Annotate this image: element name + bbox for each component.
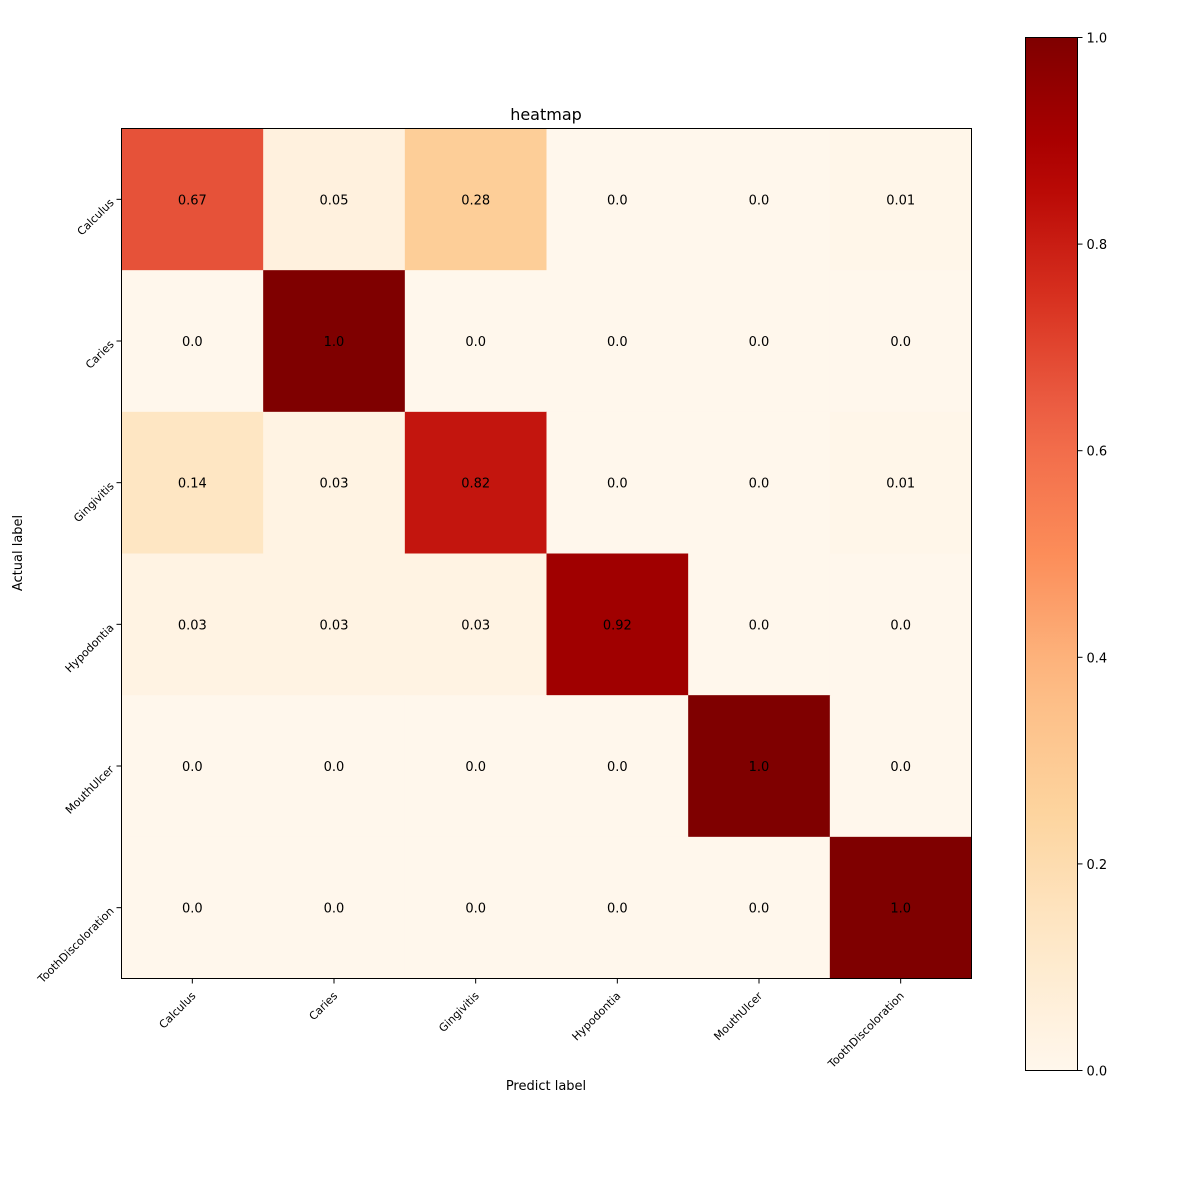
heatmap-cell [121, 128, 264, 271]
heatmap-cell [546, 553, 689, 696]
colorbar-tick-label: 0.0 [1087, 1065, 1108, 1080]
cell-value-label: 0.03 [461, 618, 490, 633]
cell-value-label: 1.0 [749, 760, 770, 775]
cell-value-label: 0.0 [749, 902, 770, 917]
cell-value-label: 0.0 [182, 335, 203, 350]
heatmap-cell [404, 411, 547, 554]
colorbar-tick-label: 0.2 [1087, 858, 1108, 873]
heatmap-cell [404, 695, 547, 838]
heatmap-cell [546, 411, 689, 554]
cell-value-label: 0.0 [890, 760, 911, 775]
colorbar-tick-label: 0.4 [1087, 651, 1108, 666]
cell-value-label: 0.14 [178, 477, 207, 492]
heatmap-cell [546, 270, 689, 413]
cell-value-label: 0.0 [182, 902, 203, 917]
cell-value-label: 0.92 [603, 618, 632, 633]
heatmap-cell [404, 836, 547, 979]
colorbar [1025, 37, 1078, 1071]
cell-value-label: 0.0 [182, 760, 203, 775]
cell-value-label: 0.28 [461, 193, 490, 208]
heatmap-cell [688, 695, 831, 838]
x-axis-label: Predict label [506, 1079, 586, 1094]
cell-value-label: 0.0 [749, 335, 770, 350]
colorbar-tick-label: 0.6 [1087, 445, 1108, 460]
heatmap-cell [688, 836, 831, 979]
cell-value-labels: 0.67 0.05 0.28 0.0 0.0 0.01 0.0 1.0 0.0 0.0 0.0 0.0… [178, 193, 915, 916]
colorbar-tick-label: 1.0 [1087, 32, 1108, 47]
cell-value-label: 0.0 [465, 335, 486, 350]
heatmap-cell [121, 695, 264, 838]
cell-value-label: 0.0 [890, 335, 911, 350]
heatmap-cell [404, 270, 547, 413]
heatmap-cell [263, 411, 406, 554]
heatmap-cell [688, 411, 831, 554]
cell-value-label: 0.0 [890, 618, 911, 633]
y-axis-label: Actual label [11, 515, 26, 591]
cell-value-label: 0.0 [749, 477, 770, 492]
heatmap-cell [688, 553, 831, 696]
heatmap-cell [121, 836, 264, 979]
cell-value-label: 0.0 [324, 902, 345, 917]
heatmap-cell [829, 411, 972, 554]
cell-value-label: 0.03 [178, 618, 207, 633]
heatmap-cell [121, 270, 264, 413]
cell-value-label: 0.0 [607, 902, 628, 917]
cell-value-label: 0.03 [320, 477, 349, 492]
heatmap-cell [263, 553, 406, 696]
heatmap-cell [263, 128, 406, 271]
heatmap-cell [121, 553, 264, 696]
heatmap-cell [829, 128, 972, 271]
heatmap-cells [121, 128, 972, 979]
heatmap-cell [263, 270, 406, 413]
cell-value-label: 0.0 [607, 335, 628, 350]
cell-value-label: 0.0 [749, 193, 770, 208]
heatmap-cell [263, 695, 406, 838]
heatmap-cell [404, 553, 547, 696]
heatmap-cell [546, 836, 689, 979]
cell-value-label: 0.82 [461, 477, 490, 492]
cell-value-label: 1.0 [324, 335, 345, 350]
heatmap-cell [263, 836, 406, 979]
cell-value-label: 0.0 [607, 760, 628, 775]
cell-value-label: 0.0 [749, 618, 770, 633]
cell-value-label: 0.01 [886, 193, 915, 208]
heatmap-cell [546, 128, 689, 271]
heatmap-cell [688, 128, 831, 271]
chart-title: heatmap [510, 105, 582, 124]
heatmap-cell [829, 270, 972, 413]
heatmap-cell [404, 128, 547, 271]
colorbar-ticks: 0.0 0.2 0.4 0.6 0.8 1.0 [1077, 32, 1108, 1080]
cell-value-label: 0.0 [607, 477, 628, 492]
cell-value-label: 0.0 [324, 760, 345, 775]
cell-value-label: 0.05 [320, 193, 349, 208]
cell-value-label: 0.0 [465, 902, 486, 917]
heatmap-cell [829, 695, 972, 838]
colorbar-tick-label: 0.8 [1087, 238, 1108, 253]
heatmap-cell [121, 411, 264, 554]
cell-value-label: 0.03 [320, 618, 349, 633]
plot-frame [121, 128, 972, 979]
heatmap-cell [688, 270, 831, 413]
cell-value-label: 1.0 [890, 902, 911, 917]
cell-value-label: 0.0 [465, 760, 486, 775]
cell-value-label: 0.67 [178, 193, 207, 208]
heatmap-cell [829, 553, 972, 696]
cell-value-label: 0.0 [607, 193, 628, 208]
heatmap-cell [546, 695, 689, 838]
cell-value-label: 0.01 [886, 477, 915, 492]
heatmap-cell [829, 836, 972, 979]
